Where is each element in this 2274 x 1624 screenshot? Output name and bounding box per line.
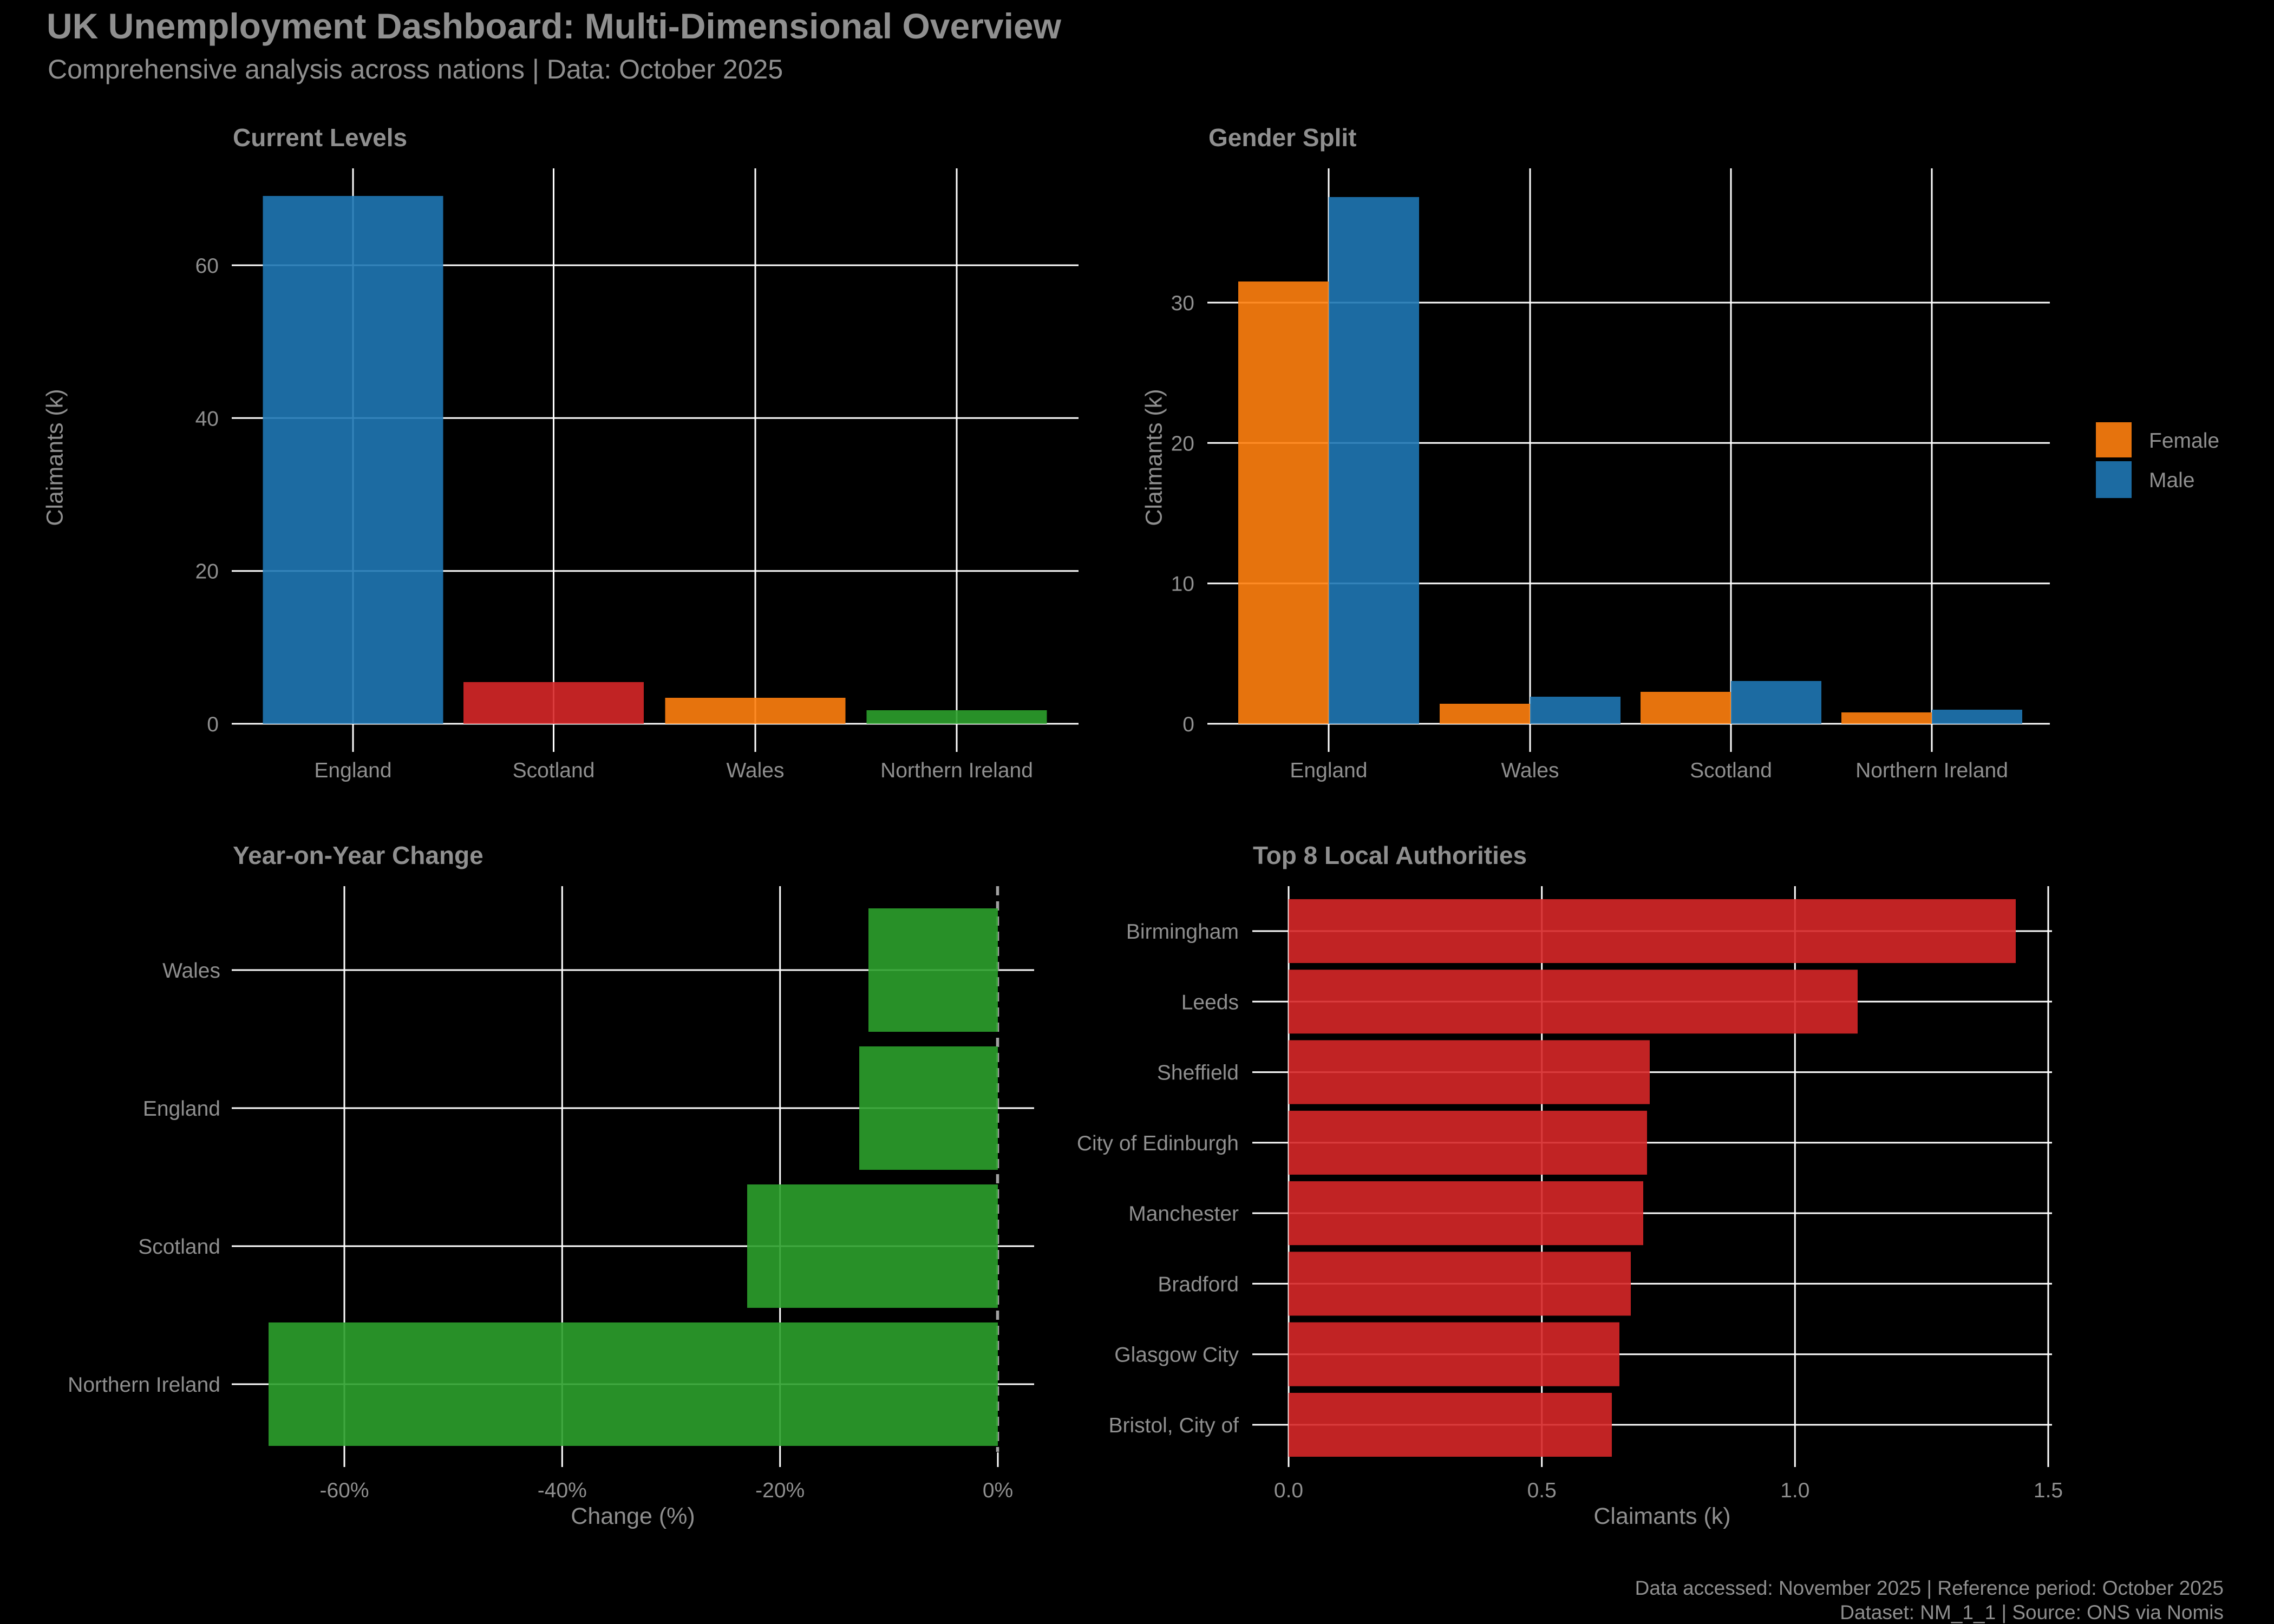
svg-text:England: England xyxy=(314,759,391,782)
svg-text:60: 60 xyxy=(195,254,219,278)
svg-text:Change (%): Change (%) xyxy=(571,1503,695,1529)
svg-text:Sheffield: Sheffield xyxy=(1157,1062,1239,1085)
svg-text:30: 30 xyxy=(1171,292,1194,315)
svg-text:Female: Female xyxy=(2149,429,2219,453)
svg-text:0%: 0% xyxy=(983,1479,1013,1502)
svg-text:Birmingham: Birmingham xyxy=(1126,920,1239,944)
svg-text:England: England xyxy=(143,1097,220,1121)
svg-text:Manchester: Manchester xyxy=(1128,1202,1239,1226)
svg-text:0: 0 xyxy=(1182,713,1194,736)
svg-text:City of Edinburgh: City of Edinburgh xyxy=(1077,1132,1239,1155)
svg-text:Bradford: Bradford xyxy=(1158,1273,1239,1296)
svg-text:1.0: 1.0 xyxy=(1780,1479,1809,1502)
svg-text:Northern Ireland: Northern Ireland xyxy=(1855,759,2008,782)
svg-text:Data accessed: November 2025 |: Data accessed: November 2025 | Reference… xyxy=(1635,1577,2224,1599)
svg-text:UK Unemployment Dashboard: Mul: UK Unemployment Dashboard: Multi-Dimensi… xyxy=(47,6,1062,46)
svg-text:Gender Split: Gender Split xyxy=(1208,123,1356,152)
svg-text:Wales: Wales xyxy=(162,959,220,983)
svg-text:Northern Ireland: Northern Ireland xyxy=(68,1373,220,1397)
svg-text:0.0: 0.0 xyxy=(1274,1479,1303,1502)
svg-text:Claimants (k): Claimants (k) xyxy=(1141,389,1167,526)
svg-text:-60%: -60% xyxy=(319,1479,369,1502)
svg-text:Claimants (k): Claimants (k) xyxy=(1593,1503,1730,1529)
svg-text:Bristol, City of: Bristol, City of xyxy=(1108,1414,1239,1437)
svg-text:0: 0 xyxy=(207,713,219,736)
svg-text:Scotland: Scotland xyxy=(513,759,595,782)
svg-text:10: 10 xyxy=(1171,573,1194,596)
svg-text:Leeds: Leeds xyxy=(1181,991,1239,1014)
svg-text:0.5: 0.5 xyxy=(1527,1479,1557,1502)
svg-text:Top 8 Local Authorities: Top 8 Local Authorities xyxy=(1253,841,1527,869)
svg-text:Dataset: NM_1_1 | Source: ONS: Dataset: NM_1_1 | Source: ONS via Nomis xyxy=(1840,1601,2224,1623)
svg-text:Current Levels: Current Levels xyxy=(233,123,407,152)
svg-text:Male: Male xyxy=(2149,469,2195,492)
svg-text:Scotland: Scotland xyxy=(138,1235,220,1259)
svg-text:Wales: Wales xyxy=(727,759,785,782)
svg-text:Claimants (k): Claimants (k) xyxy=(42,389,68,526)
svg-text:England: England xyxy=(1290,759,1367,782)
svg-text:-40%: -40% xyxy=(538,1479,587,1502)
svg-text:Year-on-Year Change: Year-on-Year Change xyxy=(233,841,483,869)
svg-text:-20%: -20% xyxy=(755,1479,805,1502)
svg-text:Glasgow City: Glasgow City xyxy=(1114,1344,1239,1367)
svg-text:20: 20 xyxy=(195,560,219,584)
svg-text:Wales: Wales xyxy=(1501,759,1559,782)
svg-text:Northern Ireland: Northern Ireland xyxy=(880,759,1033,782)
svg-text:40: 40 xyxy=(195,407,219,430)
svg-text:Scotland: Scotland xyxy=(1690,759,1772,782)
svg-text:Comprehensive analysis across: Comprehensive analysis across nations | … xyxy=(48,54,783,84)
svg-text:1.5: 1.5 xyxy=(2034,1479,2063,1502)
svg-text:20: 20 xyxy=(1171,432,1194,455)
